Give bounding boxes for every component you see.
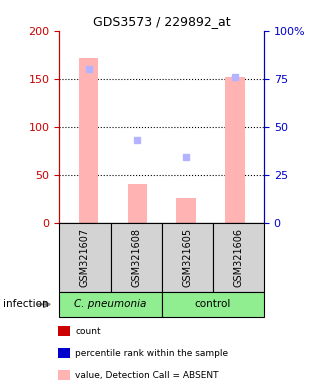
Bar (225, 77, 245, 223)
Text: value, Detection Call = ABSENT: value, Detection Call = ABSENT (75, 371, 219, 380)
Text: control: control (195, 299, 231, 310)
Text: C. pneumonia: C. pneumonia (74, 299, 147, 310)
Bar (79, 58, 98, 223)
Bar (128, 184, 147, 223)
Text: percentile rank within the sample: percentile rank within the sample (75, 349, 228, 358)
Bar (176, 198, 196, 223)
Text: GSM321607: GSM321607 (80, 228, 90, 287)
Text: GSM321608: GSM321608 (131, 228, 141, 287)
Text: count: count (75, 327, 101, 336)
Title: GDS3573 / 229892_at: GDS3573 / 229892_at (93, 15, 231, 28)
Text: GSM321605: GSM321605 (182, 228, 192, 287)
Text: GSM321606: GSM321606 (233, 228, 244, 287)
Text: infection: infection (3, 299, 49, 310)
